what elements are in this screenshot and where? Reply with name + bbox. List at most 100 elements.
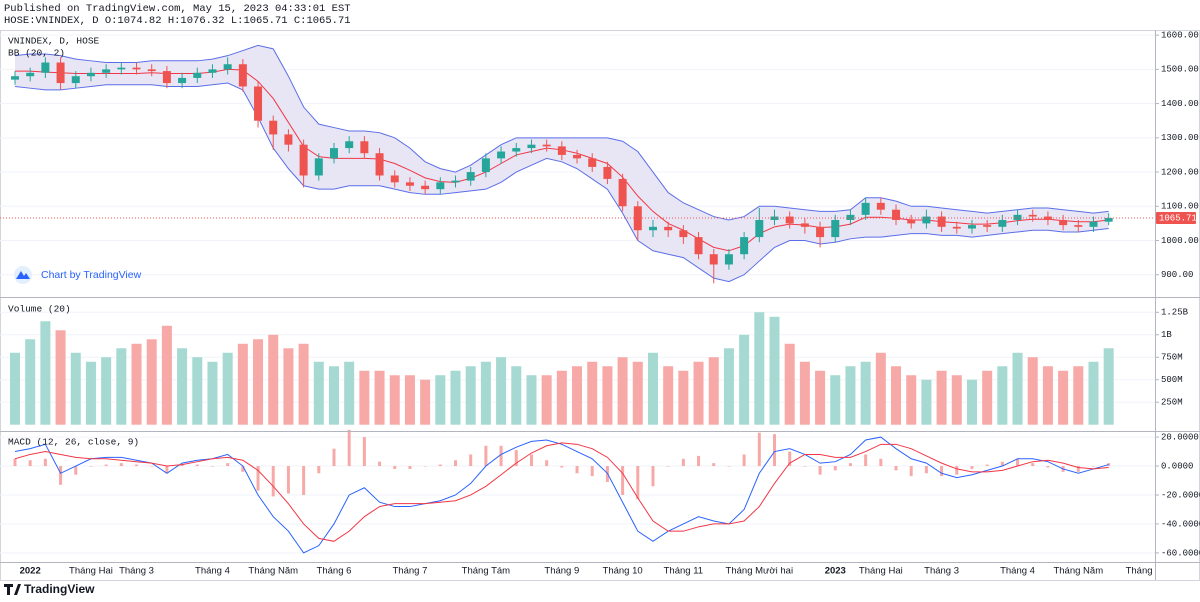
macd-histogram-bar — [271, 466, 275, 497]
logo-text[interactable]: TradingView — [24, 582, 95, 596]
macd-histogram-bar — [28, 460, 32, 467]
x-tick-label: Tháng 4 — [195, 566, 230, 577]
volume-bar — [131, 343, 142, 425]
macd-histogram-bar — [818, 466, 822, 475]
macd-histogram-bar — [955, 466, 959, 475]
y-tick-label: 500M — [1161, 375, 1183, 385]
volume-bar — [617, 357, 628, 425]
macd-histogram-bar — [469, 454, 473, 467]
macd-histogram-bar — [180, 464, 184, 467]
macd-histogram-bar — [757, 432, 761, 467]
y-tick-label: 1B — [1161, 330, 1172, 340]
x-tick-label: 2023 — [825, 566, 846, 577]
footer-logo[interactable]: TradingView — [4, 582, 95, 596]
y-tick-label: 1500.00 — [1161, 65, 1199, 75]
x-tick-label: Tháng Mười hai — [726, 566, 794, 577]
volume-bar — [723, 348, 734, 425]
candle-body — [451, 180, 460, 183]
x-tick-label: Tháng Hai — [859, 566, 903, 577]
volume-bar — [572, 366, 583, 425]
macd-histogram-bar — [408, 466, 412, 469]
volume-bar — [875, 352, 886, 425]
x-tick-label: Tháng 3 — [924, 566, 959, 577]
volume-bar — [450, 370, 461, 425]
candle-body — [178, 77, 187, 84]
candle-body — [967, 225, 976, 229]
x-tick-label: Tháng 11 — [664, 566, 703, 577]
macd-histogram-bar — [575, 466, 579, 474]
volume-bar — [177, 348, 188, 425]
volume-bar — [921, 379, 932, 425]
candle-body — [147, 69, 156, 72]
candle-body — [998, 219, 1007, 227]
candle-body — [269, 120, 278, 135]
volume-bar — [146, 339, 157, 425]
candle-body — [117, 67, 126, 70]
y-tick-label: 20.0000 — [1161, 432, 1199, 442]
candle-body — [512, 148, 521, 152]
macd-histogram-bar — [1076, 466, 1080, 472]
candle-body — [907, 219, 916, 224]
candle-body — [785, 216, 794, 224]
volume-bar — [845, 366, 856, 425]
watermark-text[interactable]: Chart by TradingView — [41, 269, 142, 281]
macd-histogram-bar — [788, 451, 792, 467]
volume-bar — [693, 361, 704, 425]
last-price-label: 1065.71 — [1159, 213, 1197, 223]
macd-histogram-bar — [940, 466, 944, 477]
volume-bar — [708, 357, 719, 425]
candle-body — [41, 62, 50, 73]
volume-bar — [906, 375, 917, 425]
volume-bar — [465, 366, 476, 425]
macd-histogram-bar — [864, 454, 868, 467]
candle-body — [1059, 219, 1068, 226]
macd-histogram-bar — [423, 466, 427, 467]
y-tick-label: 1300.00 — [1161, 133, 1199, 143]
macd-histogram-bar — [59, 466, 63, 485]
candle-body — [740, 237, 749, 255]
x-tick-label: Tháng Năm — [1053, 566, 1103, 577]
macd-histogram-bar — [1031, 463, 1035, 467]
published-note: Published on TradingView.com, May 15, 20… — [4, 3, 351, 15]
volume-bar — [966, 379, 977, 425]
macd-histogram-bar — [681, 458, 685, 467]
candle-body — [937, 216, 946, 227]
x-tick-label: Tháng 7 — [393, 566, 428, 577]
volume-bar — [237, 343, 248, 425]
volume-bar — [253, 339, 264, 425]
macd-histogram-bar — [1046, 466, 1050, 468]
volume-bar — [754, 312, 765, 425]
macd-histogram-bar — [362, 437, 366, 467]
candle-body — [254, 86, 263, 121]
macd-histogram-bar — [985, 464, 989, 467]
macd-histogram-bar — [514, 450, 518, 467]
macd-histogram-bar — [454, 460, 458, 467]
legend-bb: BB (20, 2) — [8, 48, 65, 59]
macd-histogram-bar — [833, 466, 837, 471]
volume-bar — [1088, 361, 1099, 425]
macd-histogram-bar — [317, 466, 321, 474]
macd-histogram-bar — [894, 466, 898, 471]
macd-histogram-bar — [165, 466, 169, 474]
y-tick-label: 1000.00 — [1161, 236, 1199, 246]
macd-histogram-bar — [135, 464, 139, 467]
y-tick-label: -60.0000 — [1161, 548, 1200, 558]
volume-bar — [541, 375, 552, 425]
y-tick-label: 1400.00 — [1161, 99, 1199, 109]
macd-histogram-bar — [210, 466, 214, 467]
candle-body — [527, 144, 536, 149]
macd-histogram-bar — [529, 454, 533, 467]
volume-bar — [799, 361, 810, 425]
candle-body — [314, 158, 323, 176]
y-tick-label: 1600.00 — [1161, 31, 1199, 41]
volume-bar — [70, 352, 81, 425]
legend-volume: Volume (20) — [8, 304, 71, 315]
candle-body — [86, 72, 95, 77]
volume-bar — [404, 375, 415, 425]
watermark[interactable]: Chart by TradingView — [14, 266, 142, 284]
y-tick-label: -40.0000 — [1161, 519, 1200, 529]
volume-bar — [1012, 352, 1023, 425]
macd-histogram-bar — [393, 466, 397, 469]
